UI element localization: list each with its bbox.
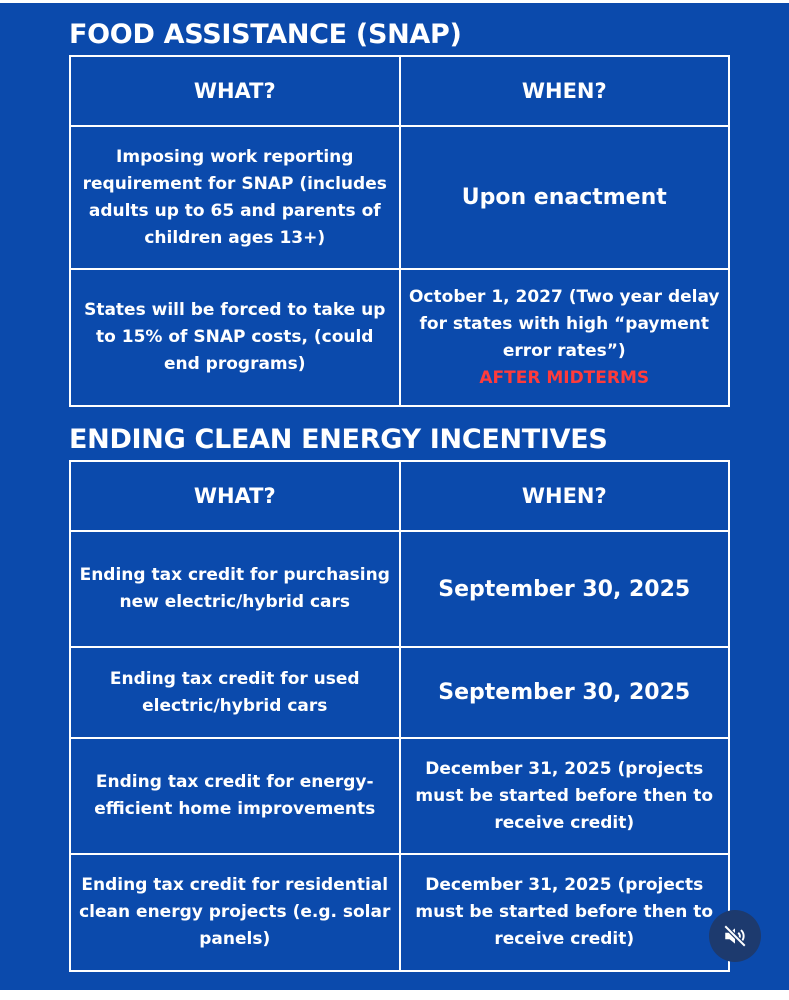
what-cell: Ending tax credit for residential clean …: [69, 853, 401, 972]
mute-button[interactable]: [709, 910, 761, 962]
when-cell: December 31, 2025 (projects must be star…: [398, 737, 730, 855]
table-row: Ending tax credit for used electric/hybr…: [69, 646, 730, 739]
table-row: Imposing work reporting requirement for …: [69, 125, 730, 270]
when-cell: Upon enactment: [398, 125, 730, 270]
clean-energy-table: WHAT? WHEN? Ending tax credit for purchas…: [69, 460, 730, 972]
speaker-muted-icon: [723, 924, 747, 948]
what-cell: States will be forced to take up to 15% …: [69, 268, 401, 407]
table-row: Ending tax credit for energy-efficient h…: [69, 737, 730, 855]
header-when: WHEN?: [398, 55, 730, 127]
when-cell: September 30, 2025: [398, 530, 730, 648]
section-title-snap: FOOD ASSISTANCE (SNAP): [69, 19, 462, 50]
header-what: WHAT?: [69, 460, 401, 532]
what-cell: Ending tax credit for used electric/hybr…: [69, 646, 401, 739]
header-when: WHEN?: [398, 460, 730, 532]
when-text: October 1, 2027 (Two year delay for stat…: [408, 286, 720, 361]
when-cell: December 31, 2025 (projects must be star…: [398, 853, 730, 972]
after-midterms-note: AFTER MIDTERMS: [479, 367, 650, 388]
when-cell: September 30, 2025: [398, 646, 730, 739]
snap-table: WHAT? WHEN? Imposing work reporting requi…: [69, 55, 730, 407]
what-cell: Ending tax credit for purchasing new ele…: [69, 530, 401, 648]
table-row: Ending tax credit for residential clean …: [69, 853, 730, 972]
table-row: States will be forced to take up to 15% …: [69, 268, 730, 407]
table-row: Ending tax credit for purchasing new ele…: [69, 530, 730, 648]
what-cell: Imposing work reporting requirement for …: [69, 125, 401, 270]
infographic: FOOD ASSISTANCE (SNAP) WHAT? WHEN? Imposi…: [0, 3, 789, 990]
what-cell: Ending tax credit for energy-efficient h…: [69, 737, 401, 855]
section-title-clean-energy: ENDING CLEAN ENERGY INCENTIVES: [69, 424, 608, 455]
when-cell: October 1, 2027 (Two year delay for stat…: [398, 268, 730, 407]
header-what: WHAT?: [69, 55, 401, 127]
